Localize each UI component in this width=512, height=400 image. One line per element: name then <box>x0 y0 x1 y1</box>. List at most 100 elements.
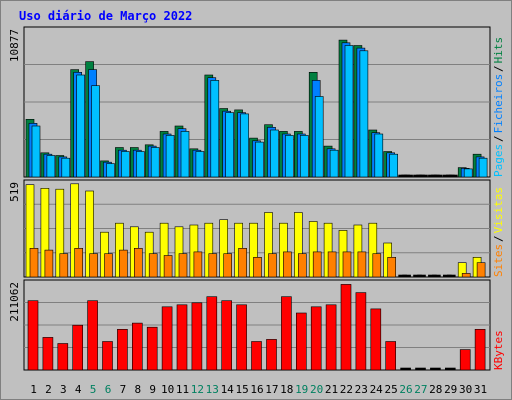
bar-pages-day17 <box>270 129 279 178</box>
x-tick-label-25: 25 <box>384 383 397 396</box>
bar-kbytes-day14 <box>221 300 232 371</box>
x-tick-label-13: 13 <box>206 383 219 396</box>
bar-kbytes-day29 <box>444 367 456 371</box>
bar-kbytes-day9 <box>146 326 158 371</box>
bar-sites-day31 <box>476 262 486 278</box>
bar-pages-day18 <box>285 135 294 178</box>
bar-sites-day12 <box>193 251 203 278</box>
legend-sites: Sites <box>492 244 505 277</box>
bar-sites-day11 <box>178 253 188 278</box>
bar-kbytes-day2 <box>42 337 54 371</box>
legend-separator: / <box>492 135 505 142</box>
bar-pages-day6 <box>106 163 115 178</box>
bar-sites-day4 <box>74 248 83 278</box>
bar-sites-day13 <box>208 253 218 278</box>
legend-separator: / <box>492 235 505 242</box>
bar-kbytes-day12 <box>191 302 203 371</box>
bar-kbytes-day17 <box>266 339 277 371</box>
bar-sites-day14 <box>223 253 232 278</box>
x-tick-label-7: 7 <box>120 383 127 396</box>
bar-kbytes-day6 <box>102 341 113 371</box>
bar-pages-day8 <box>136 151 145 178</box>
bar-sites-day20 <box>312 251 322 278</box>
bar-pages-day13 <box>210 80 220 178</box>
bar-sites-day2 <box>44 249 54 278</box>
bar-kbytes-day24 <box>370 308 382 371</box>
bar-kbytes-day7 <box>117 328 128 371</box>
x-tick-label-16: 16 <box>250 383 263 396</box>
x-tick-label-19: 19 <box>295 383 308 396</box>
bar-pages-day9 <box>150 147 160 178</box>
x-tick-label-21: 21 <box>325 383 338 396</box>
bar-sites-day10 <box>163 255 173 278</box>
bar-sites-day22 <box>342 251 352 278</box>
bar-kbytes-day3 <box>57 343 69 371</box>
bar-sites-day28 <box>432 274 441 278</box>
bar-kbytes-day13 <box>206 296 218 371</box>
x-tick-label-23: 23 <box>355 383 368 396</box>
x-tick-label-3: 3 <box>60 383 67 396</box>
x-tick-label-14: 14 <box>221 383 235 396</box>
bar-kbytes-day30 <box>459 349 471 371</box>
bar-pages-day22 <box>344 45 354 178</box>
chart-title: Uso diário de Março 2022 <box>19 9 193 23</box>
bar-kbytes-day31 <box>474 328 486 371</box>
bar-kbytes-day1 <box>27 300 39 371</box>
bar-pages-day28 <box>434 174 443 178</box>
bar-pages-day14 <box>225 112 234 178</box>
y-max-label: 519 <box>8 182 21 202</box>
bar-pages-day24 <box>374 133 384 178</box>
bar-kbytes-day27 <box>415 367 426 371</box>
bar-pages-day15 <box>240 113 249 178</box>
x-tick-label-22: 22 <box>340 383 353 396</box>
bar-kbytes-day26 <box>400 367 411 371</box>
bar-pages-day12 <box>195 151 205 178</box>
x-tick-label-27: 27 <box>414 383 427 396</box>
bar-kbytes-day8 <box>132 322 143 371</box>
bar-kbytes-day21 <box>325 304 337 371</box>
bar-pages-day20 <box>314 96 324 178</box>
bar-kbytes-day10 <box>161 306 173 371</box>
x-tick-label-11: 11 <box>176 383 189 396</box>
bar-sites-day3 <box>59 253 69 278</box>
y-max-label: 211062 <box>8 282 21 322</box>
x-tick-label-2: 2 <box>45 383 52 396</box>
bar-pages-day16 <box>255 141 264 178</box>
bar-sites-day19 <box>297 253 307 278</box>
bar-pages-day29 <box>448 174 458 178</box>
bar-pages-day31 <box>478 157 488 178</box>
bar-sites-day9 <box>148 253 158 278</box>
bar-sites-day8 <box>134 248 143 278</box>
bar-pages-day23 <box>359 50 369 178</box>
legend-kbytes: KBytes <box>492 330 505 370</box>
legend-hits: Hits <box>492 37 505 64</box>
bar-sites-day27 <box>417 274 426 278</box>
bar-sites-day1 <box>29 248 39 278</box>
bar-pages-day3 <box>61 157 71 178</box>
legend-separator: / <box>492 65 505 72</box>
x-tick-label-12: 12 <box>191 383 204 396</box>
bar-pages-day19 <box>299 135 309 178</box>
bar-sites-day30 <box>461 273 471 278</box>
bar-sites-day15 <box>238 248 247 278</box>
bar-sites-day26 <box>402 274 411 278</box>
x-tick-label-28: 28 <box>429 383 442 396</box>
x-tick-label-30: 30 <box>459 383 472 396</box>
bar-pages-day30 <box>463 168 473 178</box>
bar-kbytes-day23 <box>355 292 367 371</box>
bar-pages-day5 <box>91 85 100 178</box>
bar-sites-day18 <box>283 251 292 278</box>
legend-ficheiros: Ficheiros <box>492 74 505 134</box>
bar-pages-day26 <box>404 174 413 178</box>
x-tick-label-9: 9 <box>149 383 156 396</box>
x-tick-label-5: 5 <box>90 383 97 396</box>
bar-sites-day24 <box>372 253 382 278</box>
legend-visitas: Visitas <box>492 187 505 233</box>
bar-sites-day29 <box>446 274 456 278</box>
bar-pages-day27 <box>419 174 428 178</box>
x-tick-label-8: 8 <box>134 383 141 396</box>
x-tick-label-6: 6 <box>105 383 112 396</box>
bar-kbytes-day22 <box>340 284 352 371</box>
x-tick-label-15: 15 <box>235 383 248 396</box>
bar-kbytes-day19 <box>295 312 307 371</box>
